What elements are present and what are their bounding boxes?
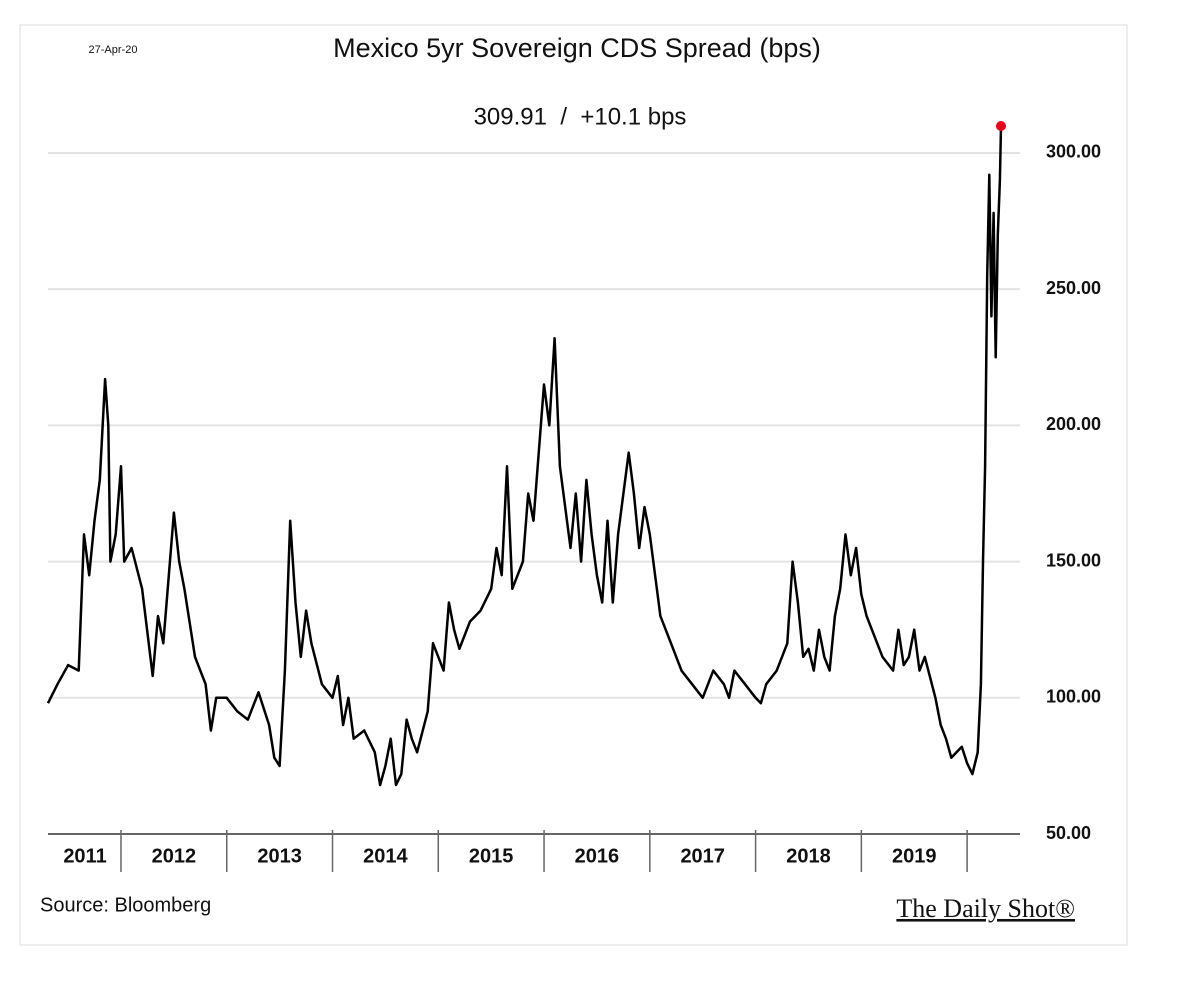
y-tick-label: 100.00 [1046, 687, 1101, 707]
x-tick-label: 2013 [257, 845, 302, 867]
y-tick-label: 250.00 [1046, 278, 1101, 298]
line [46, 125, 1003, 787]
y-tick-label: 50.00 [1046, 823, 1091, 843]
last-point [995, 120, 1006, 131]
source: Source: Bloomberg [40, 894, 211, 916]
date: 27-Apr-20 [89, 44, 138, 56]
x-tick-label: 2014 [363, 845, 408, 867]
x-tick-label: 2016 [575, 845, 620, 867]
x-tick-label: 2011 [63, 845, 106, 867]
panel [19, 24, 1128, 946]
y-tick-label: 200.00 [1046, 414, 1101, 434]
chart-title: Mexico 5yr Sovereign CDS Spread (bps) [333, 33, 821, 63]
x-tick-label: 2015 [469, 845, 514, 867]
brand: The Daily Shot® [896, 894, 1075, 923]
x-tick-label: 2019 [892, 845, 937, 867]
subtitle: 309.91 / +10.1 bps [474, 103, 687, 130]
x-tick-label: 2018 [786, 845, 831, 867]
x-tick-label: 2017 [680, 845, 725, 867]
y-tick-label: 150.00 [1046, 550, 1101, 570]
y-tick-label: 300.00 [1046, 142, 1101, 162]
x-tick-label: 2012 [152, 845, 197, 867]
